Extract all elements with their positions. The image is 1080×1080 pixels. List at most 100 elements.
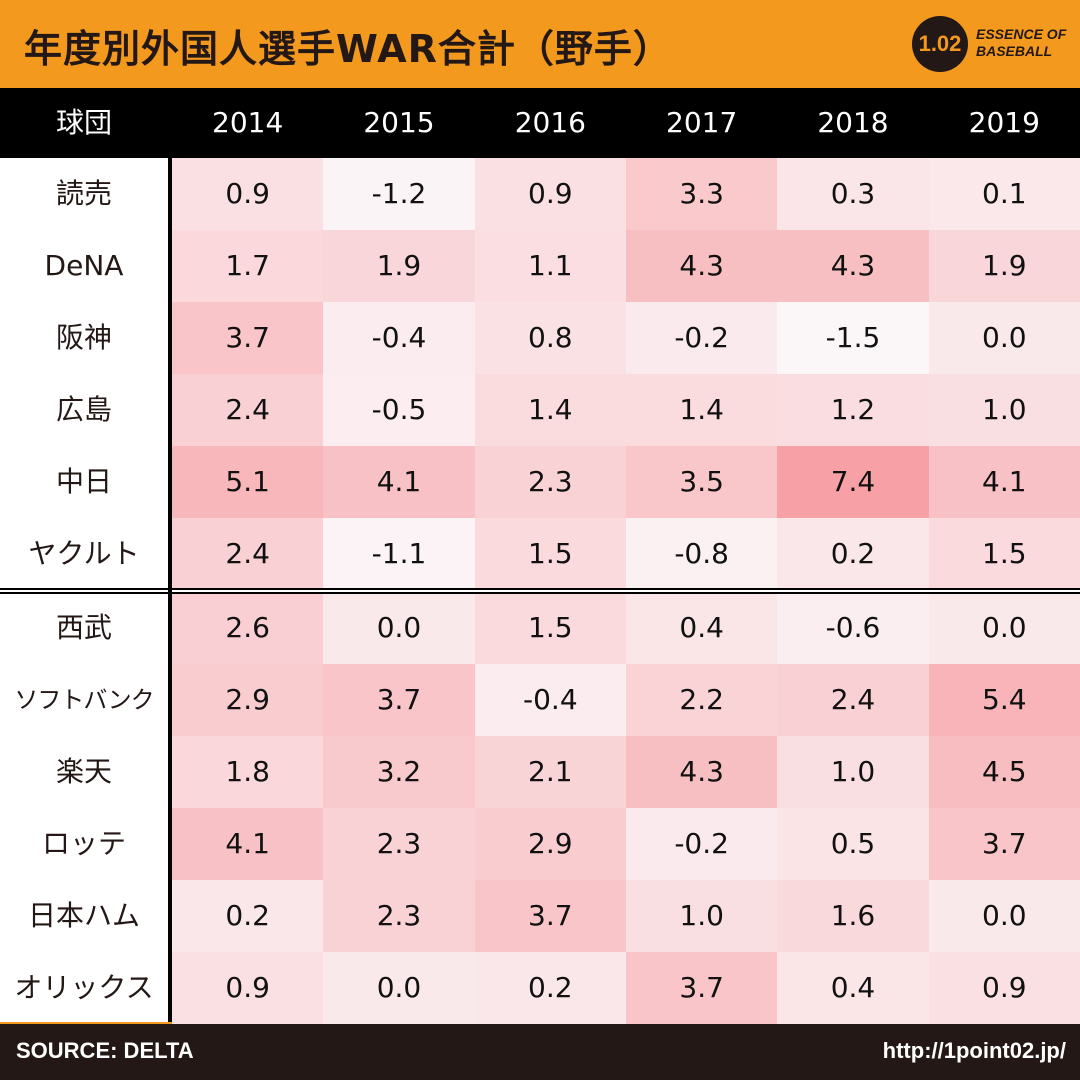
site-url[interactable]: http://1point02.jp/ [882,1038,1066,1063]
footer: SOURCE: DELTA http://1point02.jp/ [0,1024,1080,1080]
war-cell: 0.9 [474,158,626,230]
war-cell: 2.2 [625,664,778,736]
war-cell: 3.7 [928,808,1080,880]
war-cell: 1.7 [172,230,324,302]
war-cell: 0.9 [172,158,324,230]
header-year: 2017 [666,106,738,139]
war-cell: -0.4 [474,664,626,736]
war-cell: 1.9 [323,230,475,302]
table-header: 球団 2014 2015 2016 2017 2018 2019 [0,88,1080,158]
war-cell: -1.1 [323,518,475,590]
war-cell: 3.7 [625,952,778,1024]
war-cell: 0.0 [323,592,475,664]
team-name: オリックス [14,971,154,1004]
war-cell: 3.2 [323,736,475,808]
war-cell: 0.8 [474,302,626,374]
team-name: 広島 [55,393,112,426]
war-cell: 0.4 [777,952,929,1024]
team-column-divider [168,158,172,1022]
war-cell: 2.6 [172,592,324,664]
war-cell: 4.3 [625,736,778,808]
team-name: 楽天 [55,755,112,788]
war-cell: -1.5 [777,302,929,374]
war-cell: 0.0 [323,952,475,1024]
war-cell: 1.0 [777,736,929,808]
war-cell: 5.4 [928,664,1080,736]
war-cell: 1.5 [474,518,626,590]
war-cell: 0.0 [928,880,1080,952]
team-name: ロッテ [41,827,126,860]
war-cell: -0.2 [625,808,778,880]
war-cell: 2.9 [474,808,626,880]
war-cell: -0.2 [625,302,778,374]
war-cell: 1.5 [474,592,626,664]
war-cell: 1.2 [777,374,929,446]
war-cell: 1.4 [474,374,626,446]
logo-text: ESSENCE OF BASEBALL [976,26,1066,60]
header-team: 球団 [55,106,112,139]
war-cell: 0.3 [777,158,929,230]
war-cell: 1.6 [777,880,929,952]
war-cell: 0.2 [172,880,324,952]
war-cell: -0.4 [323,302,475,374]
war-cell: 4.1 [323,446,475,518]
war-cell: 0.2 [777,518,929,590]
team-name: 西武 [55,611,112,644]
header-year: 2019 [968,106,1040,139]
logo: 1.02 ESSENCE OF BASEBALL [912,14,1072,74]
header-year: 2014 [212,106,284,139]
team-name: 阪神 [55,321,112,354]
war-cell: 4.1 [172,808,324,880]
header-year: 2016 [514,106,586,139]
logo-line1: ESSENCE OF [976,26,1067,42]
war-cell: 0.9 [172,952,324,1024]
war-cell: 7.4 [777,446,929,518]
war-cell: 3.7 [474,880,626,952]
league-divider [0,588,1080,590]
war-cell: -0.8 [625,518,778,590]
source-label: SOURCE: DELTA [16,1038,194,1063]
war-cell: 0.9 [928,952,1080,1024]
war-cell: 4.1 [928,446,1080,518]
page-title: 年度別外国人選手WAR合計（野手） [24,27,672,71]
war-cell: 2.3 [474,446,626,518]
war-cell: 1.0 [928,374,1080,446]
team-name: ヤクルト [28,537,140,570]
team-name: ソフトバンク [14,686,154,714]
war-cell: 2.4 [777,664,929,736]
war-cell: 3.3 [625,158,778,230]
war-cell: 1.4 [625,374,778,446]
war-cell: 4.3 [625,230,778,302]
header-year: 2018 [817,106,889,139]
title-bar: 年度別外国人選手WAR合計（野手） 1.02 ESSENCE OF BASEBA… [0,0,1080,88]
war-cell: 3.7 [172,302,324,374]
war-cell: 1.8 [172,736,324,808]
team-name: 読売 [55,177,112,210]
war-cell: -1.2 [323,158,475,230]
war-cell: 0.2 [474,952,626,1024]
war-cell: 2.4 [172,374,324,446]
war-cell: 0.0 [928,302,1080,374]
team-name: 日本ハム [27,899,140,932]
war-cell: -0.6 [777,592,929,664]
war-cell: 3.5 [625,446,778,518]
war-cell: 3.7 [323,664,475,736]
war-table: 球団 2014 2015 2016 2017 2018 2019 読売 0.9 -1.2 0.9 3… [0,88,1080,1024]
league-divider [0,592,1080,594]
war-cell: 4.5 [928,736,1080,808]
team-name: 中日 [55,465,112,498]
war-cell: -0.5 [323,374,475,446]
header-year: 2015 [363,106,435,139]
logo-mark: 1.02 [912,16,968,72]
war-cell: 2.1 [474,736,626,808]
war-cell: 0.1 [928,158,1080,230]
war-cell: 2.4 [172,518,324,590]
war-cell: 5.1 [172,446,324,518]
war-cell: 1.0 [625,880,778,952]
war-cell: 0.5 [777,808,929,880]
war-cell: 1.9 [928,230,1080,302]
war-cell: 0.0 [928,592,1080,664]
war-cell: 1.1 [474,230,626,302]
team-name: DeNA [44,249,124,282]
